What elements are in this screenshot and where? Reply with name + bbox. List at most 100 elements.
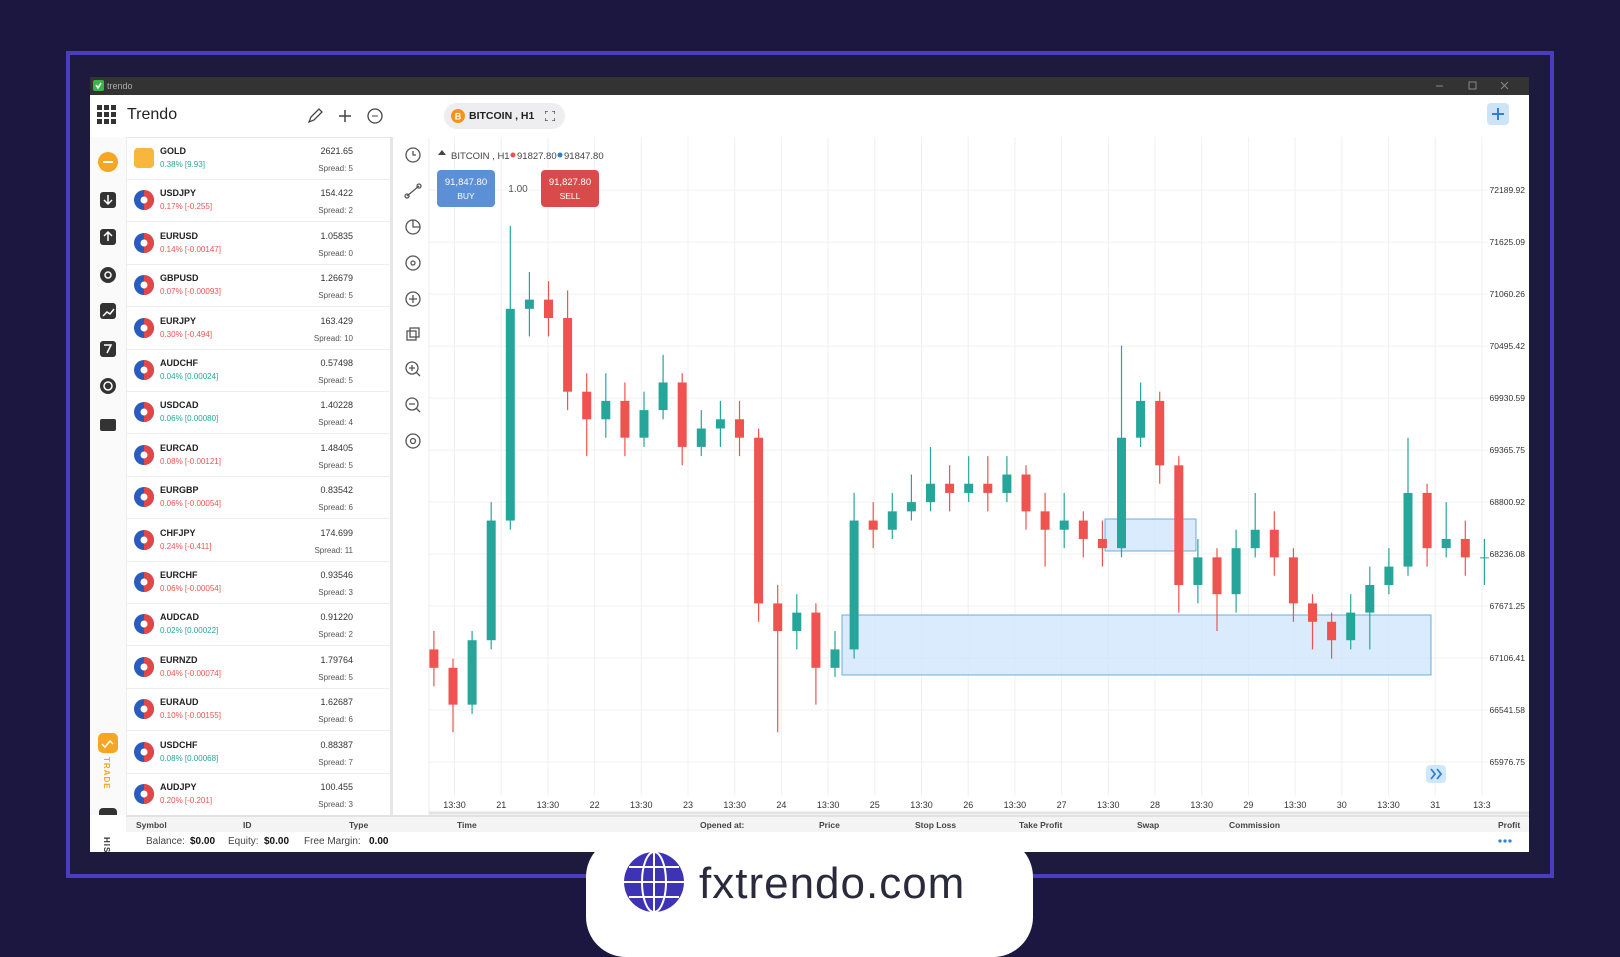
add-chart-button[interactable]	[1487, 103, 1509, 125]
y-tick-label: 69365.75	[1490, 445, 1526, 455]
expand-icon[interactable]	[545, 111, 555, 121]
flag-dot	[140, 451, 148, 459]
window-controls[interactable]	[1430, 80, 1525, 92]
candle-body	[735, 419, 744, 438]
candle-body	[1288, 557, 1298, 604]
x-tick-label: 13:30	[630, 800, 653, 810]
candle-body	[849, 520, 859, 650]
buy-price: 91,847.80	[445, 177, 487, 188]
scroll-latest-button[interactable]	[1426, 765, 1446, 783]
flag-dot	[140, 408, 148, 416]
watchlist-row[interactable]: GOLD 0.38% [9.93] 2621.65 Spread: 5	[126, 137, 390, 180]
spread: Spread: 5	[318, 164, 353, 173]
history-label[interactable]: HISTORY	[102, 837, 111, 852]
watchlist-row[interactable]: EURGBP 0.06% [-0.00054] 0.83542 Spread: 6	[126, 476, 390, 520]
flag-dot	[140, 790, 148, 798]
candle-body	[1231, 548, 1241, 595]
sell-button[interactable]: 91,827.80 SELL	[541, 170, 599, 207]
candle-body	[658, 382, 668, 411]
watchlist-row[interactable]: EURCAD 0.08% [-0.00121] 1.48405 Spread: 5	[126, 434, 390, 477]
price: 1.48405	[320, 442, 353, 453]
more-icon[interactable]	[1497, 837, 1513, 845]
candle-body	[1269, 529, 1279, 558]
chart-tools[interactable]	[404, 147, 422, 449]
x-tick-label: 13:30	[1097, 800, 1120, 810]
change: 0.02% [0.00022]	[160, 626, 219, 636]
candle-body	[1059, 520, 1069, 530]
candle-body	[467, 640, 477, 705]
trade-label[interactable]: TRADE	[102, 757, 111, 790]
title-bar: trendo	[90, 77, 1529, 95]
candle-body	[582, 391, 592, 420]
x-tick-label: 31	[1430, 800, 1440, 810]
header-tools[interactable]	[306, 107, 406, 125]
flag-dot	[140, 748, 148, 756]
y-tick-label: 71060.26	[1490, 289, 1526, 299]
svg-text:B: B	[455, 112, 462, 122]
menu-grid-icon[interactable]	[97, 105, 117, 125]
candle-body	[1155, 400, 1165, 466]
candle-body	[1479, 557, 1489, 559]
x-tick-label: 13:30	[910, 800, 933, 810]
tab-label: BITCOIN , H1	[469, 110, 535, 122]
collapse-icon[interactable]	[438, 150, 446, 155]
flag-part	[144, 529, 154, 550]
x-tick-label: 24	[776, 800, 786, 810]
symbol: AUDCHF	[160, 358, 198, 368]
x-tick-label: 23	[683, 800, 693, 810]
price: 2621.65	[320, 146, 353, 156]
candles	[429, 225, 1489, 733]
spread: Spread: 10	[313, 333, 353, 343]
header: Trendo B BITCOIN , H1	[90, 95, 1529, 138]
candle-body	[486, 520, 496, 641]
candle-body	[1365, 584, 1375, 613]
ask-dot	[557, 152, 563, 158]
candle-body	[696, 428, 706, 447]
symbol: USDJPY	[160, 188, 197, 199]
watchlist-row[interactable]: USDCAD 0.06% [0.00080] 1.40228 Spread: 4	[126, 391, 390, 435]
lot-size[interactable]: 1.00	[508, 184, 528, 195]
change: 0.17% [-0.255]	[160, 202, 213, 212]
page: trendo Trendo B BITCOIN , H1 TRADE HISTO…	[66, 51, 1554, 957]
flag-dot	[140, 493, 148, 501]
watchlist-row[interactable]: EURJPY 0.30% [-0.494] 163.429 Spread: 10	[126, 307, 390, 350]
watchlist-row[interactable]: GBPUSD 0.07% [-0.00093] 1.26679 Spread: 5	[126, 264, 390, 308]
watchlist-row[interactable]: EURUSD 0.14% [-0.00147] 1.05835 Spread: 0	[126, 222, 390, 265]
symbol: EURJPY	[160, 315, 197, 326]
watchlist-row[interactable]: EURAUD 0.10% [-0.00155] 1.62687 Spread: 6	[126, 688, 390, 732]
watchlist-row[interactable]: USDCHF 0.08% [0.00068] 0.88387 Spread: 7	[126, 731, 390, 774]
watchlist-row[interactable]: AUDJPY 0.20% [-0.201] 100.455 Spread: 3	[126, 773, 390, 816]
candle-body	[1193, 557, 1203, 585]
zone-rectangle[interactable]	[841, 614, 1432, 676]
x-tick-label: 13:30	[537, 800, 560, 810]
spread: Spread: 3	[318, 588, 353, 597]
free-margin-value: 0.00	[369, 836, 389, 847]
y-tick-label: 67671.25	[1490, 601, 1526, 611]
candle-body	[964, 483, 974, 493]
y-tick-label: 68800.92	[1490, 497, 1526, 507]
watchlist-row[interactable]: EURNZD 0.04% [-0.00074] 1.79764 Spread: 5	[126, 646, 390, 689]
buy-button[interactable]: 91,847.80 BUY	[437, 170, 495, 207]
watchlist-row[interactable]: AUDCAD 0.02% [0.00022] 0.91220 Spread: 2	[126, 603, 390, 647]
watchlist-row[interactable]: CHFJPY 0.24% [-0.411] 174.699 Spread: 11	[126, 519, 390, 562]
watchlist-row[interactable]: USDJPY 0.17% [-0.255] 154.422 Spread: 2	[126, 179, 390, 223]
candle-body	[1040, 511, 1050, 530]
symbol: EURAUD	[160, 697, 199, 708]
candle-body	[1117, 437, 1126, 549]
sidebar-icons[interactable]	[90, 137, 126, 826]
spread: Spread: 4	[318, 418, 353, 428]
candle-body	[773, 603, 783, 632]
bid-price: 91827.80	[517, 151, 557, 162]
plus-icon	[1492, 108, 1504, 120]
column-header: Time	[457, 820, 477, 830]
chart-background	[393, 137, 1529, 815]
app-window: trendo Trendo B BITCOIN , H1 TRADE HISTO…	[90, 77, 1529, 852]
x-tick-label: 13:30	[1284, 800, 1307, 810]
price: 1.62687	[320, 697, 353, 708]
candle-body	[754, 437, 764, 604]
watchlist-row[interactable]: AUDCHF 0.04% [0.00024] 0.57498 Spread: 5	[126, 349, 390, 392]
price: 100.455	[320, 782, 353, 792]
candle-body	[544, 299, 553, 319]
symbol-tab[interactable]: B BITCOIN , H1	[444, 103, 565, 129]
watchlist-row[interactable]: EURCHF 0.06% [-0.00054] 0.93546 Spread: 3	[126, 561, 390, 604]
